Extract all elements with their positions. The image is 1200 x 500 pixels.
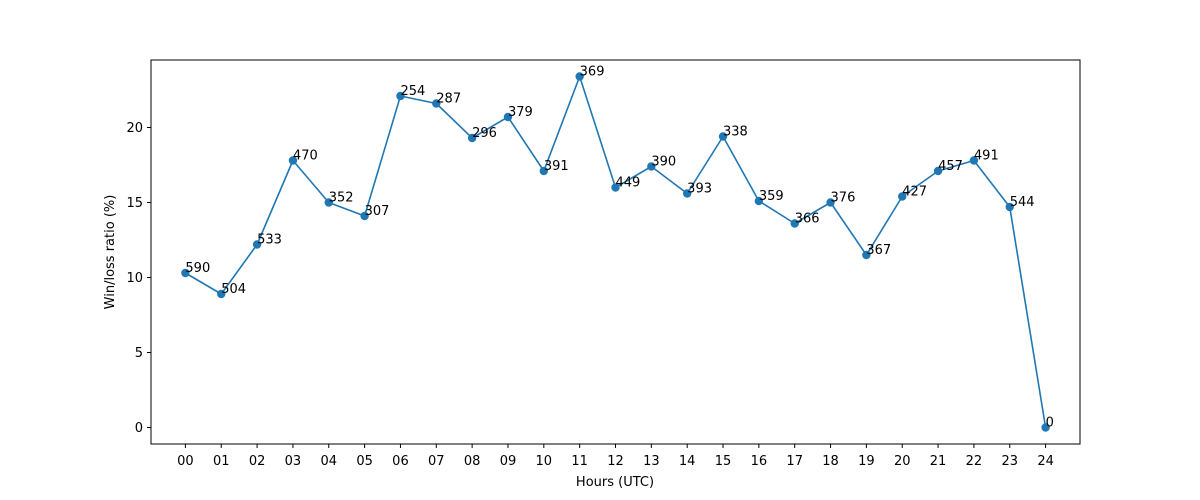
data-label: 254 xyxy=(400,84,425,99)
data-point xyxy=(1041,423,1050,432)
data-point xyxy=(898,192,907,201)
data-label: 427 xyxy=(902,185,927,200)
data-label: 369 xyxy=(580,65,605,80)
data-label: 544 xyxy=(1010,195,1035,210)
data-label: 376 xyxy=(831,191,856,206)
data-point xyxy=(396,91,405,101)
x-tick-label: 07 xyxy=(428,454,445,469)
x-tick-label: 05 xyxy=(356,454,373,469)
data-point xyxy=(181,268,190,278)
data-point xyxy=(718,132,728,141)
x-tick-label: 24 xyxy=(1037,454,1054,469)
x-tick-label: 02 xyxy=(249,454,266,469)
x-axis: 00 01 02 03 04 05 06 07 08 09 10 11 12 13 14 15 16 17 18 19… xyxy=(177,444,1054,469)
y-tick-label: 10 xyxy=(126,271,143,286)
x-tick-label: 17 xyxy=(786,454,803,469)
x-tick-label: 19 xyxy=(858,454,875,469)
x-tick-label: 06 xyxy=(392,454,409,469)
data-label: 379 xyxy=(508,105,533,120)
data-point xyxy=(790,219,799,228)
data-label: 390 xyxy=(651,155,676,170)
data-point xyxy=(217,289,226,299)
data-point xyxy=(862,250,871,260)
y-tick-label: 0 xyxy=(135,421,143,436)
series-layer: 590 504 533 470 352 307 254 287 296 379 391 369 449 3… xyxy=(181,65,1054,432)
plot-area xyxy=(150,59,1081,445)
data-point xyxy=(826,198,835,207)
x-tick-label: 09 xyxy=(500,454,517,469)
y-axis: 0 5 10 15 20 xyxy=(126,121,151,436)
data-label: 352 xyxy=(329,191,354,206)
x-tick-label: 15 xyxy=(715,454,732,469)
data-label: 338 xyxy=(723,125,748,140)
data-point xyxy=(647,162,656,171)
data-label: 449 xyxy=(616,176,641,191)
data-point xyxy=(432,99,441,108)
x-tick-label: 12 xyxy=(607,454,624,469)
y-tick-label: 15 xyxy=(126,196,143,211)
data-label: 0 xyxy=(1046,416,1054,431)
data-label: 287 xyxy=(436,92,461,107)
x-tick-label: 01 xyxy=(213,454,230,469)
data-label: 359 xyxy=(759,189,784,204)
data-label: 457 xyxy=(938,159,963,174)
data-label: 470 xyxy=(293,149,318,164)
x-tick-label: 13 xyxy=(643,454,660,469)
x-tick-label: 16 xyxy=(751,454,768,469)
data-point xyxy=(360,211,369,221)
x-tick-label: 21 xyxy=(930,454,947,469)
y-axis-label: Win/loss ratio (%) xyxy=(103,195,118,310)
data-point xyxy=(503,112,513,122)
data-label: 491 xyxy=(974,149,999,164)
data-point xyxy=(252,240,262,249)
data-label: 296 xyxy=(472,126,497,141)
x-tick-label: 10 xyxy=(536,454,553,469)
data-label: 393 xyxy=(687,182,712,197)
data-point xyxy=(467,133,477,143)
data-point xyxy=(611,183,620,192)
x-tick-label: 23 xyxy=(1001,454,1018,469)
data-point xyxy=(324,198,333,207)
x-axis-label: Hours (UTC) xyxy=(576,475,654,490)
x-tick-label: 22 xyxy=(966,454,983,469)
data-point xyxy=(1005,202,1014,212)
data-point xyxy=(288,156,298,165)
data-point xyxy=(682,189,692,198)
data-point xyxy=(754,196,764,206)
data-point xyxy=(969,156,979,165)
x-tick-label: 03 xyxy=(285,454,302,469)
data-label: 391 xyxy=(544,159,569,174)
x-tick-label: 04 xyxy=(320,454,337,469)
data-label: 504 xyxy=(221,282,246,297)
data-label: 366 xyxy=(795,212,820,227)
x-tick-label: 08 xyxy=(464,454,481,469)
x-tick-label: 00 xyxy=(177,454,194,469)
data-label: 590 xyxy=(185,261,210,276)
data-point xyxy=(933,166,943,176)
data-label: 533 xyxy=(257,233,282,248)
x-tick-label: 20 xyxy=(894,454,911,469)
data-label: 367 xyxy=(866,243,891,258)
x-tick-label: 11 xyxy=(571,454,588,469)
x-tick-label: 18 xyxy=(822,454,839,469)
x-tick-label: 14 xyxy=(679,454,696,469)
y-tick-label: 20 xyxy=(126,121,143,136)
data-point xyxy=(539,166,549,176)
y-tick-label: 5 xyxy=(135,346,143,361)
data-label: 307 xyxy=(365,204,390,219)
data-point xyxy=(575,72,584,81)
